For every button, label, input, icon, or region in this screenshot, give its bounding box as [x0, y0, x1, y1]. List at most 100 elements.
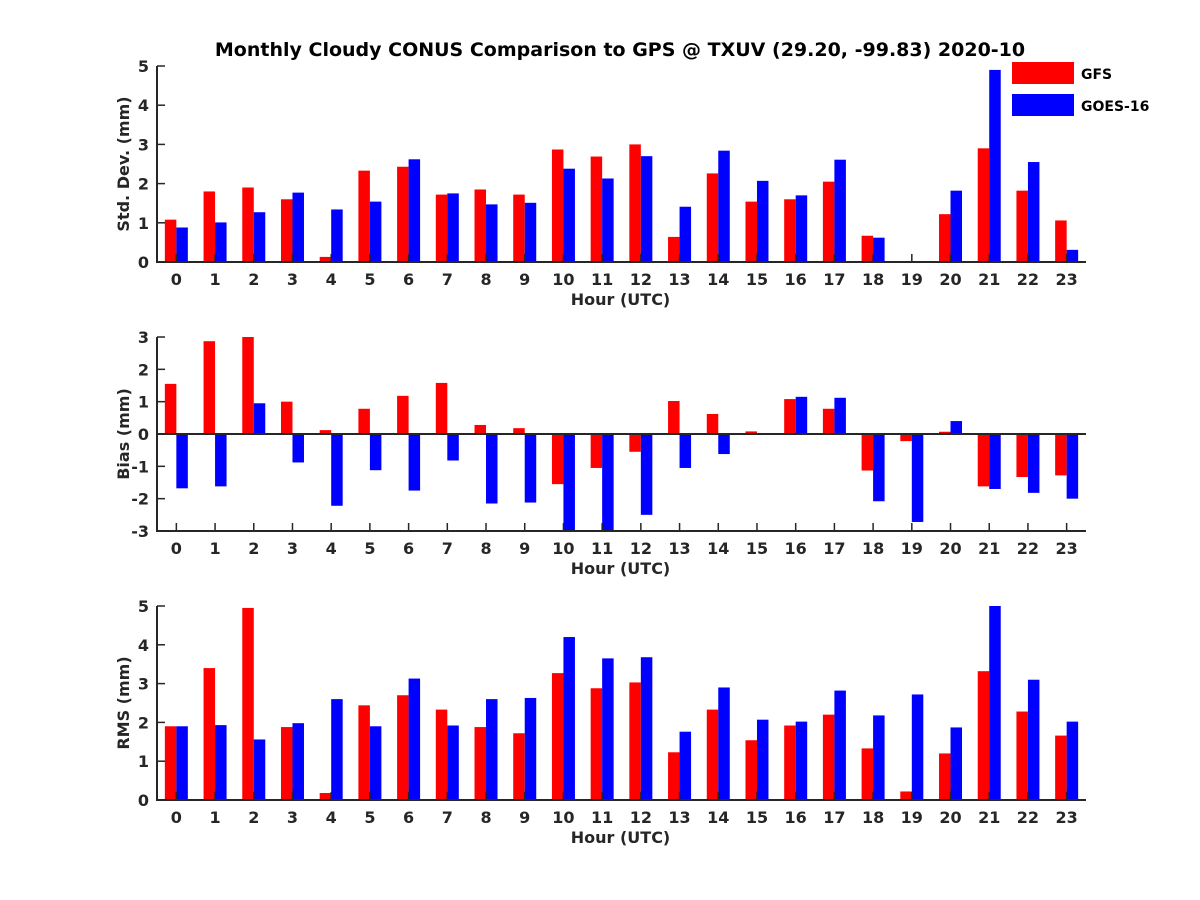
- bar-rms-gfs-0: [164, 726, 177, 800]
- bar-bias-gfs-5: [358, 408, 370, 434]
- bar-rms-goes16-18: [873, 715, 885, 800]
- bar-std-goes16-8: [486, 204, 498, 262]
- xtick-label-bias-19: 19: [901, 539, 923, 558]
- xlabel-std: Hour (UTC): [571, 290, 671, 309]
- bar-rms-gfs-10: [551, 673, 564, 800]
- bar-std-goes16-16: [795, 195, 808, 262]
- ytick-label-bias-0: 0: [138, 425, 149, 444]
- xtick-label-rms-21: 21: [978, 808, 1000, 827]
- legend: GFS GOES-16: [1012, 62, 1149, 116]
- bar-bias-goes16-16: [795, 396, 808, 434]
- xtick-label-bias-4: 4: [326, 539, 337, 558]
- xtick-label-bias-9: 9: [519, 539, 530, 558]
- xtick-label-rms-13: 13: [668, 808, 690, 827]
- bar-bias-goes16-14: [718, 434, 730, 455]
- bar-bias-goes16-5: [369, 434, 382, 471]
- bar-std-gfs-7: [435, 194, 448, 262]
- xtick-label-std-17: 17: [823, 270, 845, 289]
- ytick-label-bias--3: -3: [131, 522, 149, 541]
- bar-rms-gfs-23: [1055, 735, 1067, 800]
- bar-rms-gfs-13: [668, 752, 680, 800]
- bar-rms-goes16-5: [369, 726, 382, 800]
- ytick-label-bias--1: -1: [131, 457, 149, 476]
- bar-std-goes16-2: [253, 212, 266, 262]
- bar-bias-gfs-8: [474, 424, 487, 434]
- bar-rms-goes16-19: [911, 694, 924, 800]
- bar-bias-goes16-21: [989, 434, 1001, 489]
- ytick-label-rms-3: 3: [138, 675, 149, 694]
- bar-rms-gfs-8: [474, 727, 487, 800]
- xtick-label-bias-20: 20: [939, 539, 961, 558]
- bar-rms-goes16-3: [292, 723, 304, 800]
- bar-bias-goes16-18: [873, 434, 885, 502]
- xtick-label-std-0: 0: [171, 270, 182, 289]
- bar-bias-gfs-1: [203, 341, 216, 434]
- xtick-label-std-14: 14: [707, 270, 729, 289]
- xtick-label-bias-5: 5: [364, 539, 375, 558]
- bar-bias-goes16-1: [215, 434, 227, 487]
- bar-std-goes16-10: [563, 168, 575, 262]
- legend-label-goes16: GOES-16: [1081, 99, 1149, 115]
- xtick-label-rms-16: 16: [785, 808, 807, 827]
- bar-bias-gfs-10: [551, 434, 564, 485]
- bar-rms-gfs-21: [977, 671, 990, 800]
- xtick-label-std-5: 5: [364, 270, 375, 289]
- ytick-label-rms-2: 2: [138, 713, 149, 732]
- bar-bias-goes16-20: [950, 421, 963, 434]
- bar-rms-gfs-3: [280, 727, 293, 800]
- bar-bias-goes16-7: [447, 434, 459, 461]
- xtick-label-std-16: 16: [785, 270, 807, 289]
- bar-std-goes16-6: [408, 159, 421, 262]
- xtick-label-std-9: 9: [519, 270, 530, 289]
- bar-bias-goes16-10: [563, 434, 575, 531]
- xtick-label-bias-21: 21: [978, 539, 1000, 558]
- bar-std-goes16-1: [215, 222, 227, 262]
- bar-bias-goes16-12: [640, 434, 653, 515]
- bar-bias-gfs-17: [822, 408, 835, 434]
- xtick-label-bias-3: 3: [287, 539, 298, 558]
- xtick-label-std-23: 23: [1056, 270, 1078, 289]
- bar-std-goes16-14: [718, 150, 730, 262]
- bar-bias-gfs-22: [1016, 434, 1028, 477]
- bar-std-gfs-14: [706, 173, 719, 262]
- bar-std-gfs-0: [164, 219, 177, 262]
- bar-std-gfs-3: [280, 199, 293, 262]
- bar-rms-goes16-14: [718, 687, 730, 800]
- bar-rms-gfs-22: [1016, 711, 1028, 800]
- bar-std-goes16-9: [524, 202, 537, 262]
- bar-bias-gfs-14: [706, 413, 719, 434]
- bar-std-gfs-2: [242, 187, 254, 262]
- bar-std-goes16-23: [1066, 249, 1079, 262]
- bar-std-gfs-16: [784, 199, 796, 262]
- bar-rms-gfs-12: [629, 682, 641, 800]
- bar-bias-goes16-11: [602, 434, 614, 531]
- bar-std-gfs-12: [629, 144, 641, 262]
- xtick-label-std-18: 18: [862, 270, 884, 289]
- bar-std-gfs-10: [551, 149, 564, 262]
- bar-bias-goes16-22: [1027, 434, 1040, 493]
- ytick-label-std-0: 0: [138, 253, 149, 272]
- bar-rms-goes16-7: [447, 725, 459, 800]
- bar-std-goes16-21: [989, 69, 1001, 262]
- bar-rms-gfs-18: [861, 748, 874, 800]
- bar-rms-gfs-20: [939, 753, 951, 800]
- ytick-label-std-1: 1: [138, 214, 149, 233]
- bar-bias-gfs-18: [861, 434, 874, 471]
- bar-rms-goes16-11: [602, 658, 614, 800]
- bar-std-gfs-23: [1055, 220, 1067, 262]
- ytick-label-bias-1: 1: [138, 393, 149, 412]
- bar-std-goes16-22: [1027, 162, 1040, 262]
- bar-rms-gfs-16: [784, 725, 796, 800]
- xtick-label-rms-15: 15: [746, 808, 768, 827]
- bar-bias-gfs-21: [977, 434, 990, 487]
- bar-std-gfs-21: [977, 148, 990, 262]
- bar-std-goes16-3: [292, 192, 304, 262]
- bar-std-goes16-7: [447, 193, 459, 262]
- xtick-label-rms-20: 20: [939, 808, 961, 827]
- ytick-label-std-4: 4: [138, 96, 149, 115]
- ytick-label-bias--2: -2: [131, 490, 149, 509]
- xtick-label-rms-1: 1: [209, 808, 220, 827]
